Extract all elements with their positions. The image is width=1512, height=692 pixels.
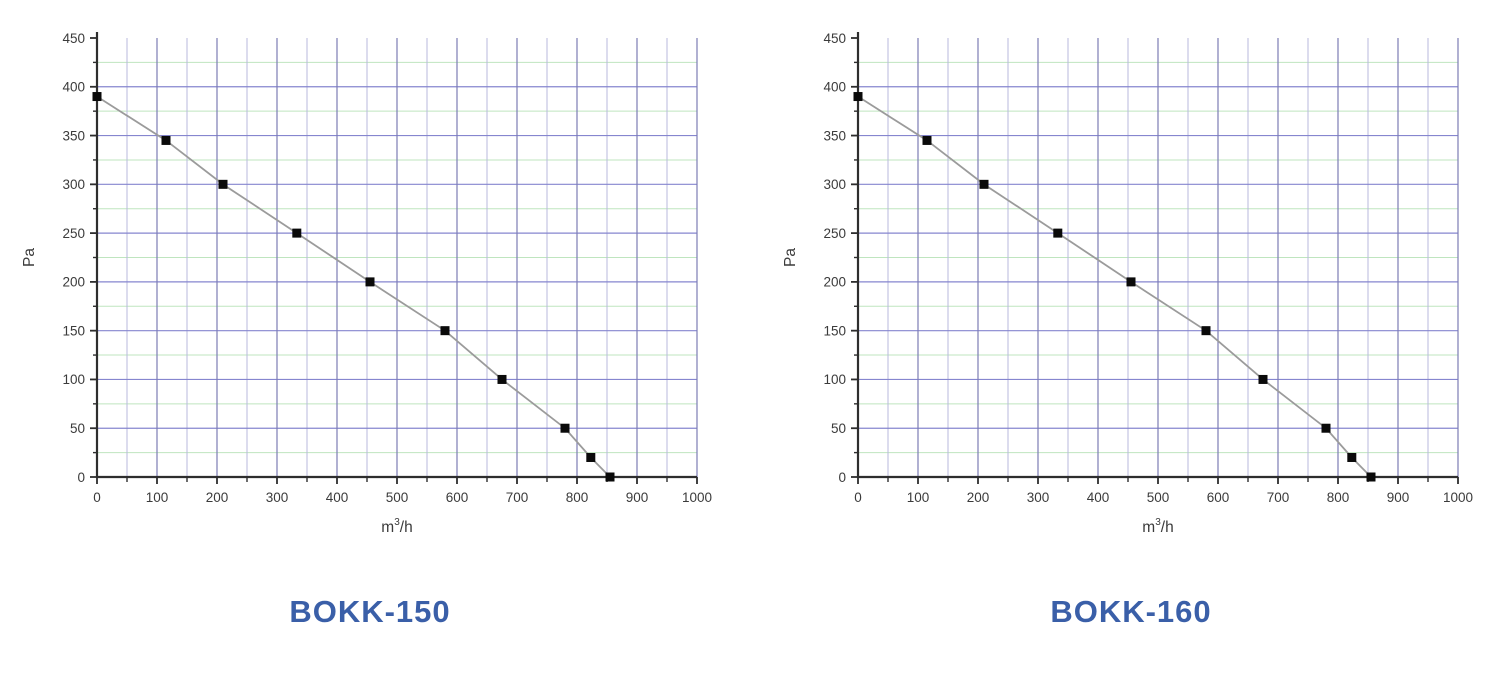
svg-text:m3/h: m3/h bbox=[381, 517, 412, 536]
svg-text:100: 100 bbox=[907, 490, 930, 505]
svg-text:900: 900 bbox=[626, 490, 649, 505]
svg-text:350: 350 bbox=[823, 128, 846, 143]
svg-text:100: 100 bbox=[146, 490, 169, 505]
svg-text:350: 350 bbox=[62, 128, 85, 143]
svg-text:150: 150 bbox=[823, 323, 846, 338]
svg-text:400: 400 bbox=[326, 490, 349, 505]
svg-text:600: 600 bbox=[1207, 490, 1230, 505]
svg-text:150: 150 bbox=[62, 323, 85, 338]
svg-text:600: 600 bbox=[446, 490, 469, 505]
chart-panel-bokk-150: 0 50 100 150 200 250 300 350 400 450 0 100 200 300 400… bbox=[0, 0, 740, 692]
svg-text:100: 100 bbox=[62, 372, 85, 387]
svg-text:400: 400 bbox=[823, 80, 846, 95]
svg-text:200: 200 bbox=[967, 490, 990, 505]
svg-text:0: 0 bbox=[838, 470, 846, 485]
svg-text:1000: 1000 bbox=[682, 490, 712, 505]
svg-text:450: 450 bbox=[823, 31, 846, 46]
svg-text:1000: 1000 bbox=[1443, 490, 1473, 505]
svg-text:50: 50 bbox=[831, 421, 846, 436]
svg-text:300: 300 bbox=[62, 177, 85, 192]
svg-text:400: 400 bbox=[1087, 490, 1110, 505]
svg-text:450: 450 bbox=[62, 31, 85, 46]
svg-text:250: 250 bbox=[823, 226, 846, 241]
chart-caption-bokk-150: BOKK-150 bbox=[289, 594, 451, 629]
fan-curve-chart-bokk-160: 0 50 100 150 200 250 300 350 400 450 0 100 200 300 400… bbox=[782, 31, 1473, 536]
svg-text:Pa: Pa bbox=[21, 248, 38, 267]
svg-text:900: 900 bbox=[1387, 490, 1410, 505]
svg-text:250: 250 bbox=[62, 226, 85, 241]
chart-caption-bokk-160: BOKK-160 bbox=[1050, 594, 1212, 629]
svg-text:500: 500 bbox=[386, 490, 409, 505]
svg-text:300: 300 bbox=[266, 490, 289, 505]
svg-text:0: 0 bbox=[77, 470, 85, 485]
svg-text:700: 700 bbox=[506, 490, 529, 505]
svg-text:800: 800 bbox=[566, 490, 589, 505]
svg-text:m3/h: m3/h bbox=[1142, 517, 1173, 536]
fan-curve-chart-bokk-150: 0 50 100 150 200 250 300 350 400 450 0 100 200 300 400… bbox=[21, 31, 712, 536]
svg-text:500: 500 bbox=[1147, 490, 1170, 505]
svg-text:300: 300 bbox=[1027, 490, 1050, 505]
svg-text:200: 200 bbox=[62, 275, 85, 290]
chart-panel-bokk-160: 0 50 100 150 200 250 300 350 400 450 0 100 200 300 400… bbox=[761, 0, 1501, 692]
svg-text:200: 200 bbox=[206, 490, 229, 505]
svg-text:100: 100 bbox=[823, 372, 846, 387]
svg-text:0: 0 bbox=[854, 490, 862, 505]
svg-text:300: 300 bbox=[823, 177, 846, 192]
svg-text:50: 50 bbox=[70, 421, 85, 436]
svg-text:700: 700 bbox=[1267, 490, 1290, 505]
svg-text:800: 800 bbox=[1327, 490, 1350, 505]
svg-text:400: 400 bbox=[62, 80, 85, 95]
svg-text:200: 200 bbox=[823, 275, 846, 290]
svg-text:Pa: Pa bbox=[782, 248, 799, 267]
svg-text:0: 0 bbox=[93, 490, 101, 505]
